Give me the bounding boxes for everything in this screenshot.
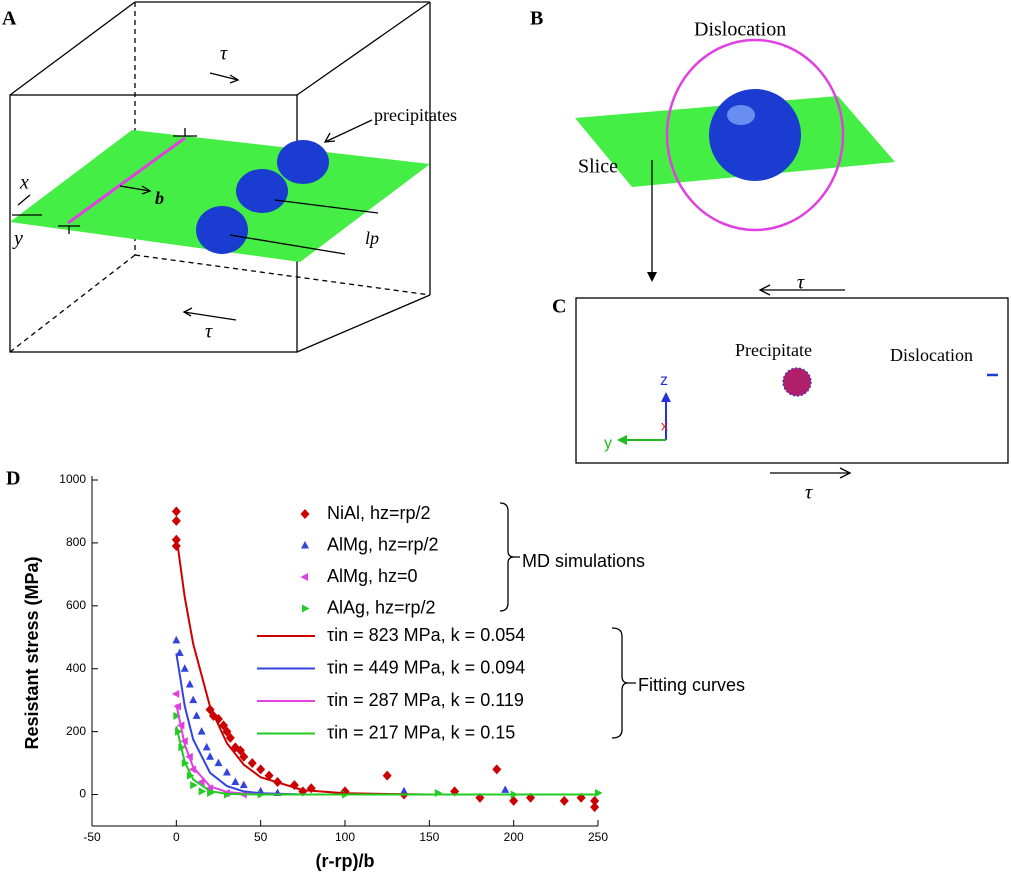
burgers-label: b <box>155 188 164 208</box>
x-tick-label: 200 <box>504 830 524 844</box>
x-tick-label: 100 <box>335 830 355 844</box>
x-axis-title: (r-rp)/b <box>316 851 375 871</box>
point <box>239 780 248 789</box>
point <box>590 795 600 806</box>
annotation: Slice <box>578 156 618 178</box>
legend-label: NiAl, hz=rp/2 <box>327 503 431 523</box>
panel-a <box>9 1 431 353</box>
panel-label: B <box>530 8 543 30</box>
point <box>225 732 235 743</box>
x-tick-label: 0 <box>173 830 180 844</box>
point <box>180 664 189 672</box>
point <box>595 788 603 797</box>
tau-label: τ <box>220 43 228 65</box>
axis-z-label: z <box>660 372 668 389</box>
point <box>501 785 510 793</box>
point <box>171 689 180 698</box>
point <box>214 758 223 767</box>
legend-marker <box>302 604 310 613</box>
legend-marker <box>300 509 310 519</box>
panel-b <box>575 38 895 282</box>
annotation: Dislocation <box>694 19 786 41</box>
panel-label: D <box>6 468 20 490</box>
legend-label: τin = 287 MPa, k = 0.119 <box>327 690 524 710</box>
legend-label: τin = 449 MPa, k = 0.094 <box>327 657 525 677</box>
point <box>172 635 181 644</box>
point <box>189 695 198 704</box>
point <box>509 795 519 806</box>
y-axis-title: Resistant stress (MPa) <box>22 556 42 749</box>
legend-brace <box>611 627 636 739</box>
point <box>171 515 181 526</box>
legend-marker <box>300 573 308 581</box>
axis-y-label: y <box>12 228 23 250</box>
point <box>400 786 409 795</box>
axis-x-label: x <box>661 418 668 434</box>
point <box>382 770 392 781</box>
legend-label: AlAg, hz=rp/2 <box>327 597 436 617</box>
point <box>190 781 198 790</box>
point <box>219 720 229 731</box>
axis-y-label: y <box>604 435 612 452</box>
point <box>247 758 257 769</box>
tau-label: τ <box>797 272 805 294</box>
x-tick-label: -50 <box>83 830 101 844</box>
point <box>197 727 206 735</box>
axis-x-label: x <box>19 172 29 194</box>
y-tick-label: 600 <box>66 598 86 612</box>
legend-marker <box>301 541 309 549</box>
legend-label: AlMg, hz=rp/2 <box>327 534 439 554</box>
point <box>222 726 232 737</box>
y-tick-label: 1000 <box>59 472 86 486</box>
point <box>198 787 207 796</box>
panel-label: A <box>2 8 17 30</box>
tau-label: τ <box>805 482 813 504</box>
point <box>185 679 194 688</box>
point <box>171 506 181 517</box>
annotation: Precipitate <box>735 340 812 360</box>
y-tick-label: 200 <box>66 724 86 738</box>
panel-label: C <box>552 296 566 318</box>
annotation: precipitates <box>374 105 457 125</box>
legend-label: τin = 217 MPa, k = 0.15 <box>327 722 515 742</box>
point <box>235 745 245 756</box>
y-tick-label: 800 <box>66 535 86 549</box>
panel-c <box>575 284 1009 479</box>
y-tick-label: 0 <box>79 787 86 801</box>
x-tick-label: 150 <box>419 830 439 844</box>
point <box>559 795 569 806</box>
point <box>256 764 266 775</box>
tau-label: τ <box>205 321 213 343</box>
legend-label: τin = 823 MPa, k = 0.054 <box>327 625 525 645</box>
point <box>239 751 249 762</box>
point <box>231 777 240 785</box>
x-tick-label: 50 <box>254 830 268 844</box>
group-label: MD simulations <box>522 551 645 571</box>
legend-label: AlMg, hz=0 <box>327 566 418 586</box>
point <box>197 777 205 786</box>
fit-line <box>175 726 598 796</box>
point <box>206 752 215 760</box>
point <box>173 711 181 720</box>
x-tick-label: 250 <box>588 830 608 844</box>
point <box>590 802 600 813</box>
annotation: Dislocation <box>890 345 973 365</box>
spacing-label: lp <box>365 228 379 248</box>
point <box>222 768 231 776</box>
y-tick-label: 400 <box>66 661 86 675</box>
group-label: Fitting curves <box>638 675 745 695</box>
point <box>202 742 211 751</box>
point <box>492 764 502 775</box>
point <box>434 788 443 797</box>
point <box>192 711 201 719</box>
point <box>175 648 184 656</box>
legend-brace <box>499 502 520 612</box>
